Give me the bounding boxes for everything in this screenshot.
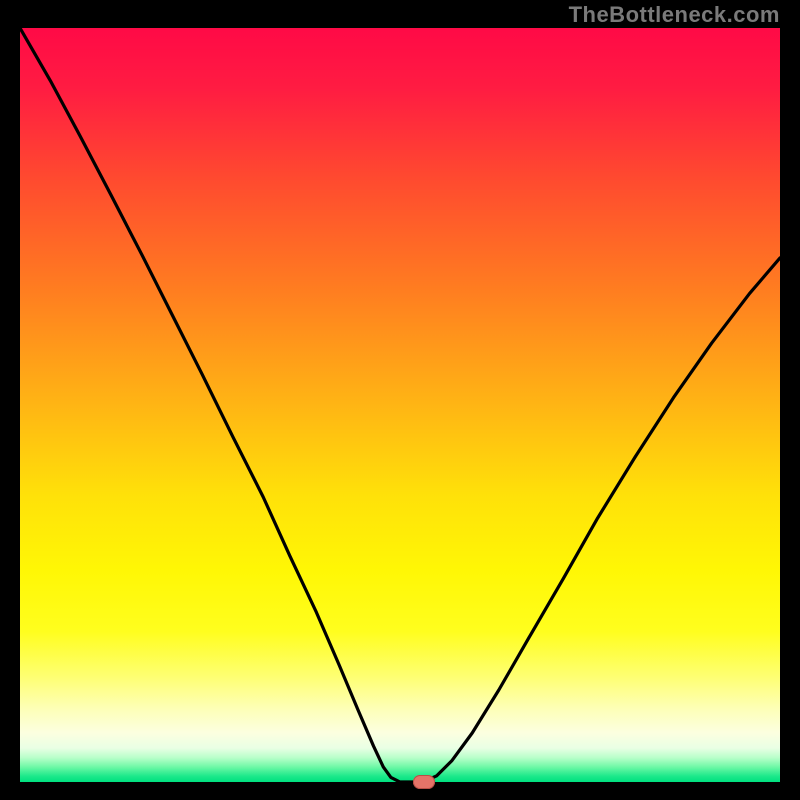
plot-area bbox=[20, 28, 780, 782]
watermark-text: TheBottleneck.com bbox=[569, 2, 780, 28]
chart-frame: TheBottleneck.com bbox=[0, 0, 800, 800]
curve-path bbox=[20, 28, 780, 782]
bottleneck-curve bbox=[20, 28, 780, 782]
optimum-marker bbox=[413, 775, 435, 789]
